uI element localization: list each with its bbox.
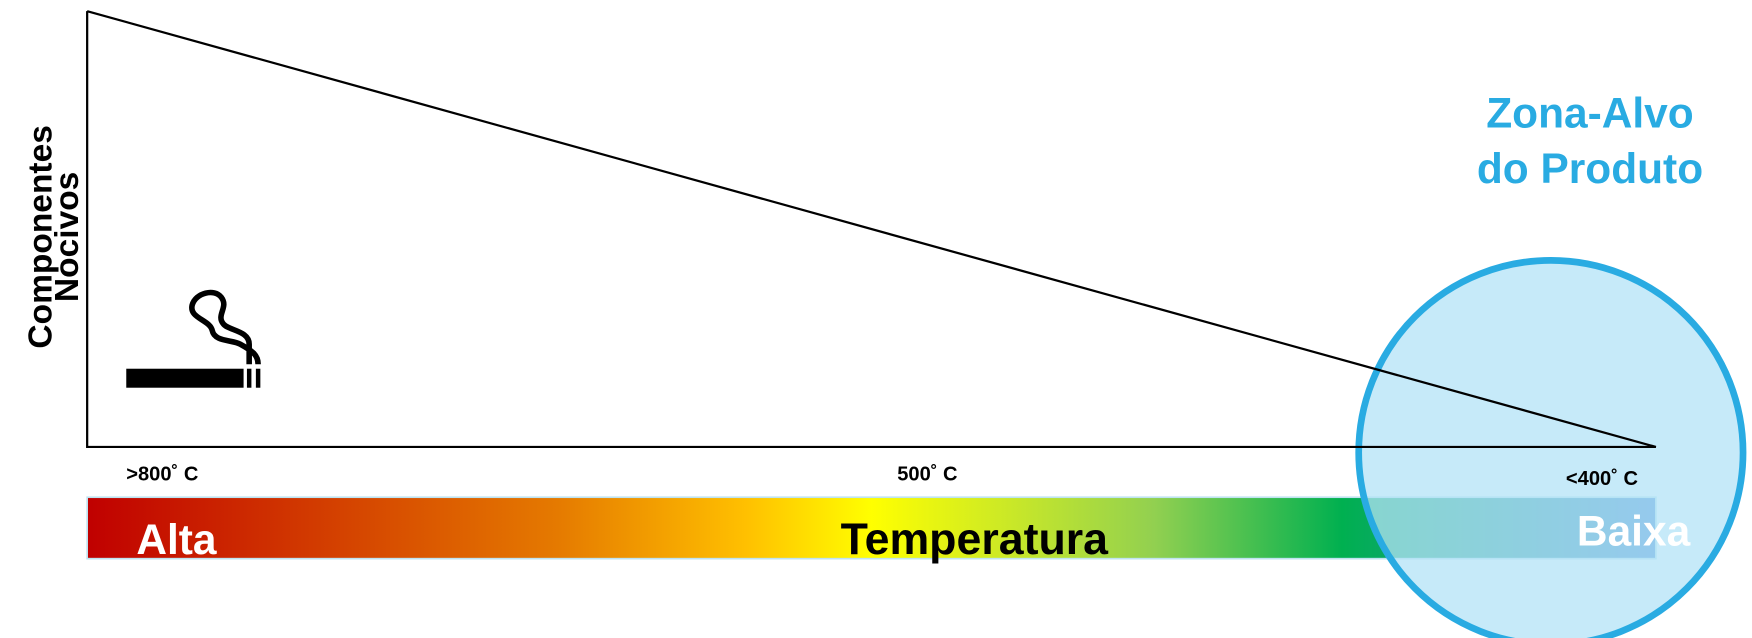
axis-label: Nocivos [49, 172, 86, 302]
temperature-label: <400˚ C [1566, 467, 1638, 490]
bar-label: Alta [136, 516, 217, 563]
temperature-label: 500˚ C [897, 462, 957, 485]
axis-label: Componentes [22, 125, 59, 348]
target-zone-label: do Produto [1477, 145, 1703, 192]
temperature-label: >800˚ C [126, 462, 198, 485]
harmful-triangle [86, 10, 1657, 449]
target-zone-label: Zona-Alvo [1486, 89, 1693, 136]
target-zone-circle [1355, 257, 1747, 638]
cigarette-icon [126, 289, 261, 388]
bar-label: Temperatura [841, 515, 1110, 564]
bar-label: Baixa [1577, 507, 1691, 554]
